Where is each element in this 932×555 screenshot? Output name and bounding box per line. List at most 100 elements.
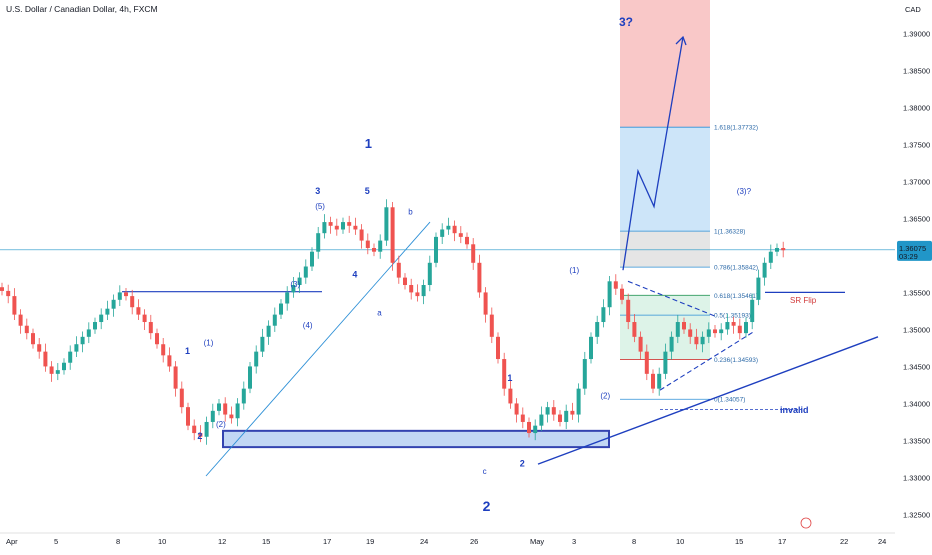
candle-body — [80, 336, 85, 345]
currency-label: CAD — [905, 5, 921, 14]
candle-body — [700, 336, 705, 345]
candle-body — [155, 333, 159, 345]
x-tick-label: 15 — [735, 537, 743, 546]
candle-body — [322, 222, 327, 234]
candle-body — [502, 359, 507, 389]
x-tick-label: May — [530, 537, 544, 546]
x-tick-label: 24 — [420, 537, 428, 546]
candle-body — [713, 329, 717, 334]
candle-body — [291, 285, 296, 293]
candle-body — [539, 414, 544, 426]
candle-body — [663, 351, 668, 374]
support-zone — [222, 429, 610, 449]
wave-label: (1) — [204, 339, 214, 348]
candle-body — [458, 233, 463, 237]
candle-body — [744, 322, 748, 334]
candle-body — [99, 314, 104, 323]
y-tick-label: 1.32500 — [903, 510, 930, 519]
candle-body — [254, 351, 259, 367]
candle-body — [403, 277, 407, 286]
wave-label: 1 — [185, 346, 190, 356]
candle-body — [260, 336, 265, 352]
candle-body — [725, 322, 730, 330]
candle-body — [86, 329, 91, 337]
candle-body — [409, 285, 414, 293]
candle-body — [756, 277, 761, 300]
candle-body — [620, 288, 624, 300]
candle-body — [657, 373, 662, 389]
candle-body — [669, 336, 674, 352]
fib-level-label: 0.236(1.34593) — [714, 357, 758, 364]
fib-level-label: 0.786(1.35842) — [714, 265, 758, 272]
candle-body — [706, 329, 711, 337]
candle-body — [148, 322, 153, 334]
wave-label: (2) — [600, 391, 610, 400]
candle-body — [161, 344, 166, 356]
chart-title: U.S. Dollar / Canadian Dollar, 4h, FXCM — [6, 4, 158, 14]
candle-body — [18, 314, 23, 326]
x-tick-label: 5 — [54, 537, 58, 546]
x-tick-label: Apr — [6, 537, 18, 546]
candle-body — [217, 403, 221, 411]
candle-body — [93, 322, 97, 330]
x-tick-label: 26 — [470, 537, 478, 546]
wave-label: 3? — [619, 15, 633, 29]
candle-body — [378, 240, 383, 252]
y-tick-label: 1.38500 — [903, 66, 930, 75]
candle-body — [651, 373, 655, 389]
last-price-countdown: 03:29 — [899, 252, 918, 261]
candle-body — [452, 225, 457, 234]
x-tick-label: 24 — [878, 537, 886, 546]
y-tick-label: 1.34500 — [903, 362, 930, 371]
candle-body — [694, 336, 699, 345]
candle-body — [520, 414, 525, 422]
x-tick-label: 3 — [572, 537, 576, 546]
wave-label: 3 — [315, 186, 320, 196]
candle-body — [390, 207, 395, 263]
wave-label: a — [377, 308, 382, 317]
candle-body — [576, 388, 581, 415]
candle-body — [12, 296, 17, 315]
candle-body — [558, 414, 562, 422]
wave-label: 5 — [365, 186, 370, 196]
candle-body — [644, 351, 649, 374]
candle-body — [353, 225, 358, 230]
wave-label: (2) — [216, 420, 226, 429]
x-tick-label: 19 — [366, 537, 374, 546]
candle-body — [272, 314, 277, 326]
candle-body — [130, 296, 135, 308]
fib-level-label: 0.618(1.35461) — [714, 293, 758, 300]
candle-body — [415, 292, 420, 297]
y-tick-label: 1.33500 — [903, 436, 930, 445]
candle-body — [545, 407, 550, 415]
x-tick-label: 10 — [676, 537, 684, 546]
candle-body — [396, 262, 401, 278]
candle-body — [483, 292, 488, 315]
sr-flip-label: SR Flip — [790, 296, 817, 305]
candle-body — [508, 388, 513, 404]
candle-body — [347, 222, 352, 226]
y-tick-label: 1.37000 — [903, 177, 930, 186]
y-tick-label: 1.36500 — [903, 214, 930, 223]
candle-body — [737, 325, 742, 334]
x-tick-label: 8 — [116, 537, 120, 546]
candle-body — [775, 247, 779, 252]
last-price-badge — [897, 240, 932, 261]
candle-body — [204, 421, 209, 437]
candle-body — [719, 329, 724, 334]
candle-body — [589, 336, 593, 360]
candle-body — [477, 262, 482, 293]
wave-label: 2 — [520, 458, 525, 468]
candle-body — [0, 287, 4, 291]
candle-body — [24, 325, 29, 334]
candle-body — [136, 307, 141, 315]
candle-body — [111, 299, 116, 309]
x-tick-label: 10 — [158, 537, 166, 546]
candle-body — [372, 247, 376, 252]
y-tick-label: 1.37500 — [903, 140, 930, 149]
candle-body — [434, 236, 438, 263]
candle-body — [750, 299, 755, 323]
candle-body — [570, 410, 575, 415]
